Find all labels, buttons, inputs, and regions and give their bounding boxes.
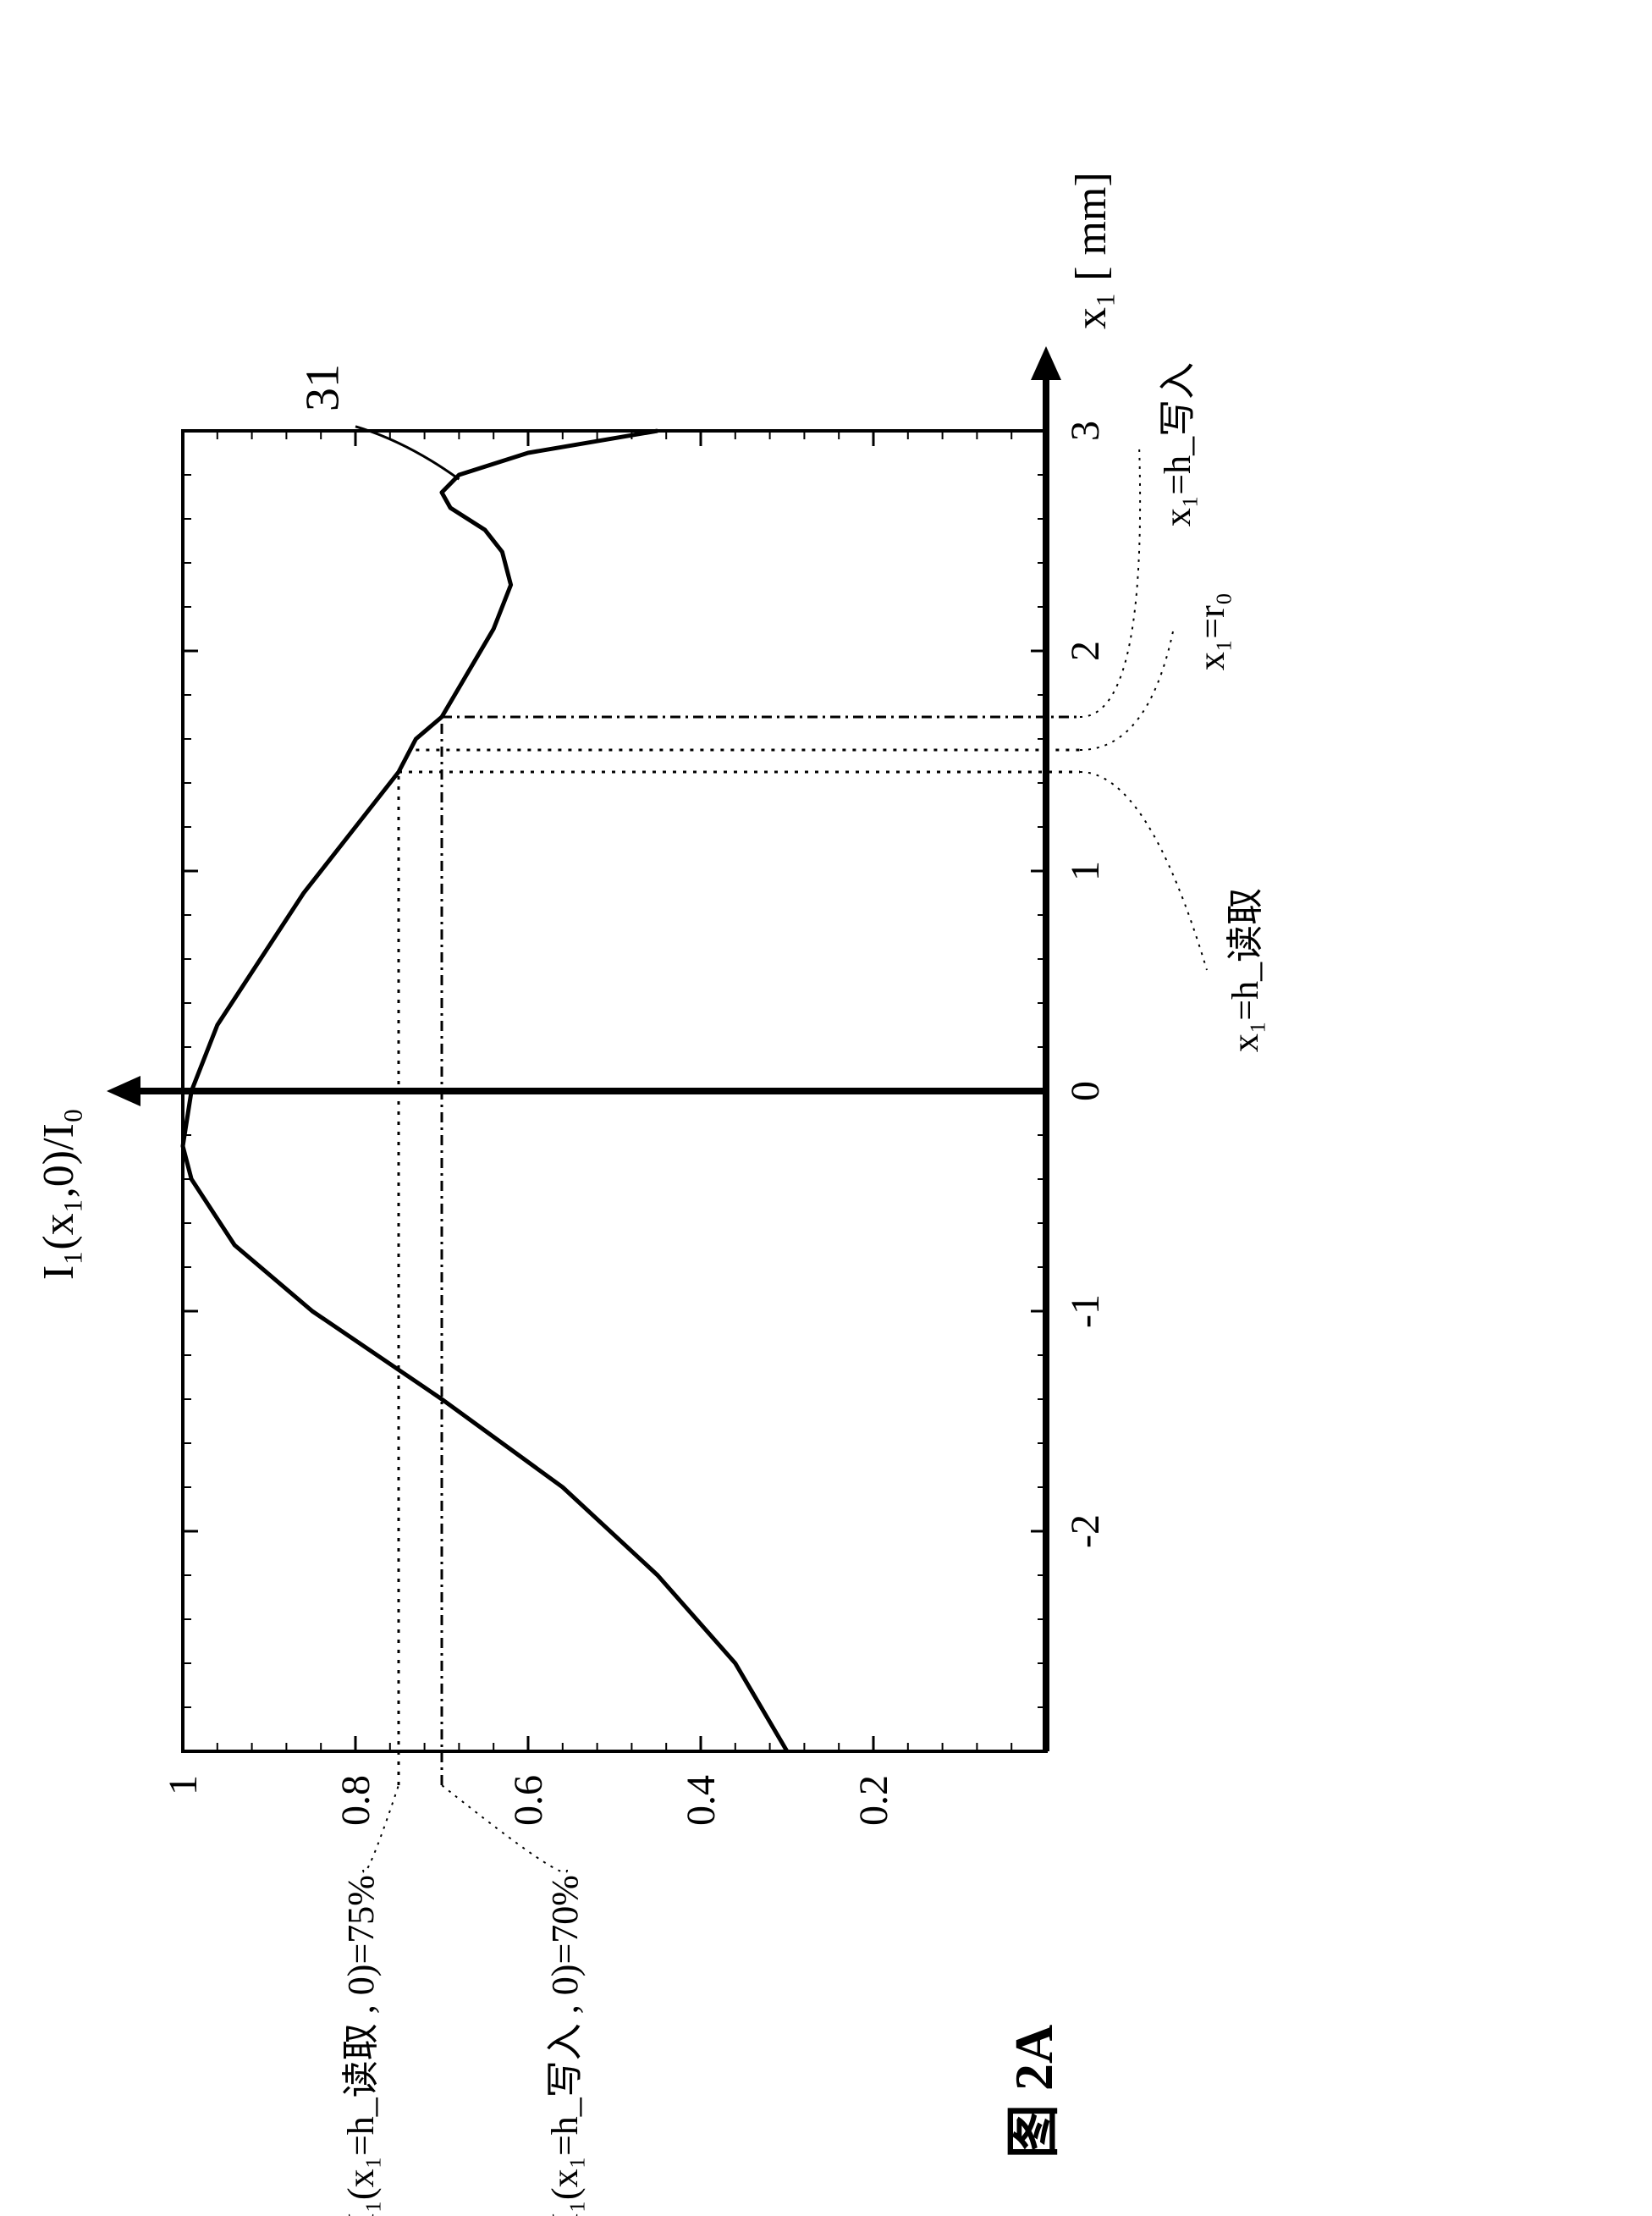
svg-text:0.2: 0.2 — [851, 1775, 896, 1826]
svg-text:x₁=h_写入: x₁=h_写入 — [1157, 362, 1198, 526]
figure-caption: 图 2A — [990, 2025, 1068, 2158]
svg-text:0: 0 — [1063, 1081, 1108, 1101]
intensity-chart: -2 -1 0 1 2 3 0.2 0.4 0.6 0.8 1 I₁(x₁,0)/I₀ x₁ [ mm]… — [0, 0, 1652, 2216]
page: -2 -1 0 1 2 3 0.2 0.4 0.6 0.8 1 I₁(x₁,0)/I₀ x₁ [ mm]… — [0, 0, 1652, 2216]
svg-text:31: 31 — [297, 364, 350, 411]
svg-text:x₁ [ mm]: x₁ [ mm] — [1067, 172, 1115, 329]
svg-text:1: 1 — [1063, 861, 1108, 881]
svg-text:1: 1 — [161, 1775, 206, 1795]
svg-text:-1: -1 — [1063, 1294, 1108, 1328]
svg-text:0.6: 0.6 — [506, 1775, 551, 1826]
svg-text:I₁(x₁,0)/I₀: I₁(x₁,0)/I₀ — [35, 1108, 83, 1280]
svg-text:2: 2 — [1063, 641, 1108, 661]
svg-text:I₁(x₁=h_写入 , 0)=70%: I₁(x₁=h_写入 , 0)=70% — [544, 1875, 586, 2216]
svg-text:0.8: 0.8 — [333, 1775, 378, 1826]
svg-text:x₁=r₀: x₁=r₀ — [1191, 593, 1232, 670]
svg-text:0.4: 0.4 — [679, 1775, 724, 1826]
svg-text:x₁=h_读取: x₁=h_读取 — [1225, 888, 1266, 1052]
svg-text:I₁(x₁=h_读取 , 0)=75%: I₁(x₁=h_读取 , 0)=75% — [340, 1875, 382, 2216]
svg-text:3: 3 — [1063, 421, 1108, 441]
svg-text:-2: -2 — [1063, 1514, 1108, 1548]
